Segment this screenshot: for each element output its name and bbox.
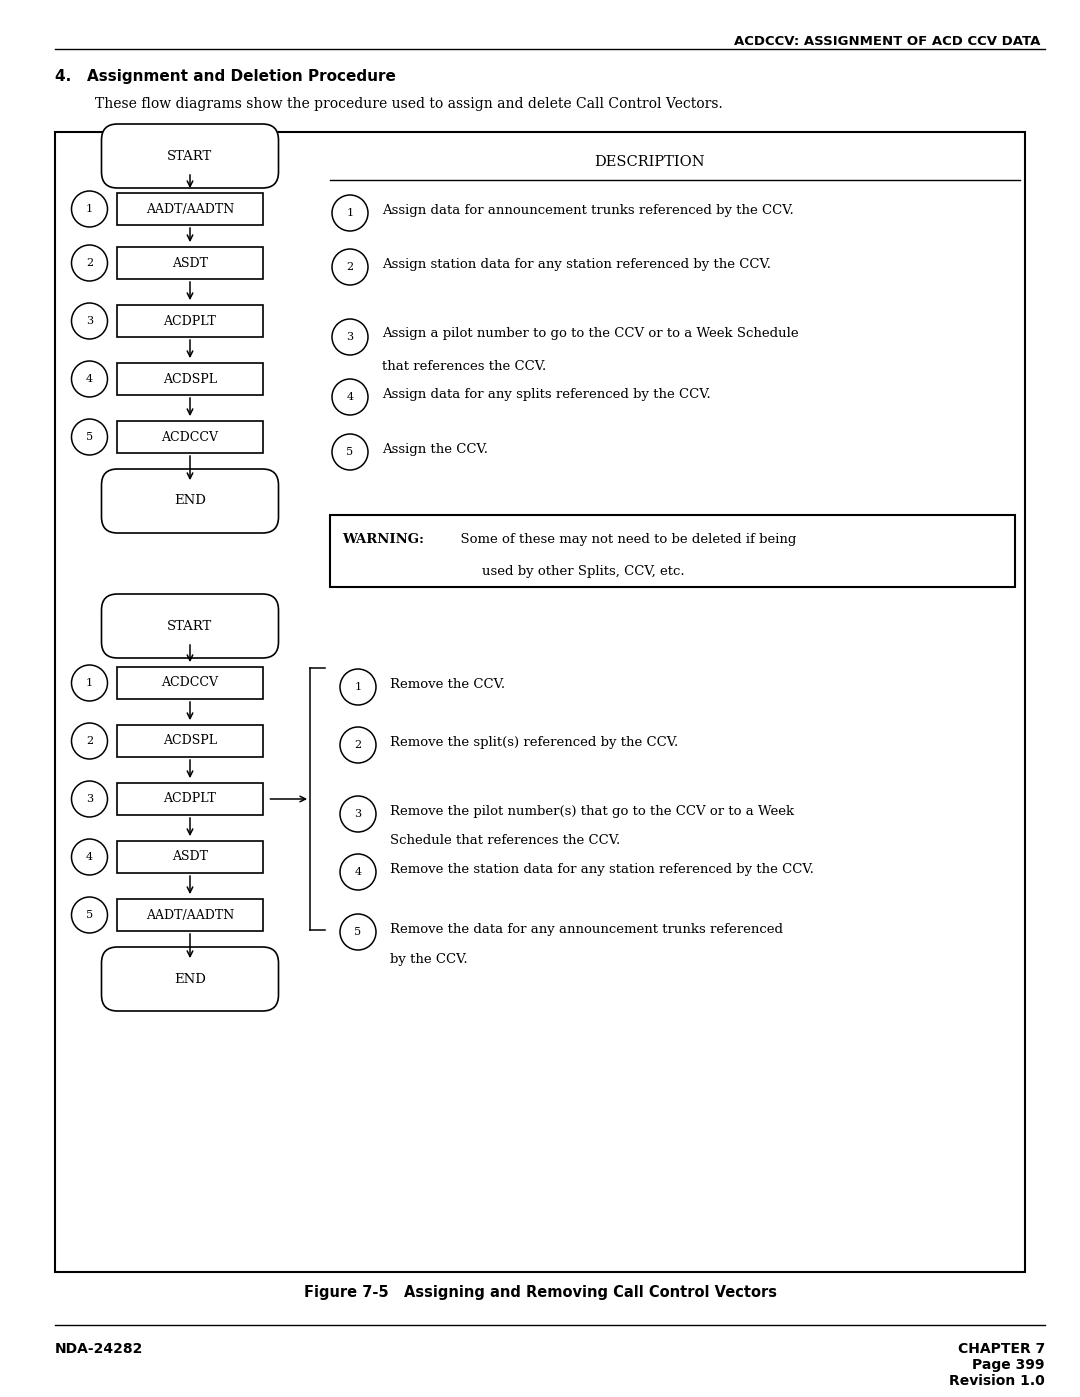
Text: ACDCCV: ACDCCV (162, 676, 218, 690)
Text: 1: 1 (354, 682, 362, 692)
Text: ACDCCV: ASSIGNMENT OF ACD CCV DATA: ACDCCV: ASSIGNMENT OF ACD CCV DATA (733, 35, 1040, 47)
Circle shape (71, 840, 108, 875)
Text: 5: 5 (86, 909, 93, 921)
Text: Assign data for any splits referenced by the CCV.: Assign data for any splits referenced by… (382, 387, 711, 401)
Circle shape (71, 419, 108, 455)
Text: 5: 5 (354, 928, 362, 937)
Text: ASDT: ASDT (172, 851, 208, 863)
Circle shape (332, 196, 368, 231)
Text: 1: 1 (86, 678, 93, 687)
Text: START: START (167, 149, 213, 162)
Text: by the CCV.: by the CCV. (390, 953, 468, 965)
Text: Remove the data for any announcement trunks referenced: Remove the data for any announcement tru… (390, 922, 783, 936)
Text: Remove the split(s) referenced by the CCV.: Remove the split(s) referenced by the CC… (390, 735, 678, 749)
Circle shape (71, 724, 108, 759)
Text: Some of these may not need to be deleted if being: Some of these may not need to be deleted… (453, 532, 796, 545)
FancyBboxPatch shape (118, 247, 262, 279)
Circle shape (340, 796, 376, 833)
Text: Assign a pilot number to go to the CCV or to a Week Schedule: Assign a pilot number to go to the CCV o… (382, 327, 798, 341)
Text: that references the CCV.: that references the CCV. (382, 359, 546, 373)
Text: 5: 5 (347, 447, 353, 457)
Text: 4: 4 (86, 374, 93, 384)
Text: 3: 3 (347, 332, 353, 342)
Text: Schedule that references the CCV.: Schedule that references the CCV. (390, 834, 620, 848)
Text: 2: 2 (86, 258, 93, 268)
Text: END: END (174, 495, 206, 507)
Circle shape (71, 191, 108, 226)
Text: 4.   Assignment and Deletion Procedure: 4. Assignment and Deletion Procedure (55, 68, 396, 84)
Circle shape (340, 726, 376, 763)
Text: ACDCCV: ACDCCV (162, 430, 218, 443)
Text: Remove the CCV.: Remove the CCV. (390, 678, 505, 690)
Text: Remove the pilot number(s) that go to the CCV or to a Week: Remove the pilot number(s) that go to th… (390, 805, 794, 817)
FancyBboxPatch shape (330, 515, 1015, 587)
FancyBboxPatch shape (118, 363, 262, 395)
Text: 2: 2 (86, 736, 93, 746)
Text: used by other Splits, CCV, etc.: used by other Splits, CCV, etc. (482, 564, 685, 577)
Text: ACDPLT: ACDPLT (163, 792, 216, 806)
Text: 4: 4 (347, 393, 353, 402)
FancyBboxPatch shape (118, 725, 262, 757)
FancyBboxPatch shape (102, 594, 279, 658)
Text: CHAPTER 7
Page 399
Revision 1.0: CHAPTER 7 Page 399 Revision 1.0 (949, 1343, 1045, 1389)
Text: AADT/AADTN: AADT/AADTN (146, 908, 234, 922)
Text: END: END (174, 972, 206, 985)
Text: AADT/AADTN: AADT/AADTN (146, 203, 234, 215)
Circle shape (340, 669, 376, 705)
Text: 5: 5 (86, 432, 93, 441)
FancyBboxPatch shape (55, 131, 1025, 1273)
Circle shape (332, 434, 368, 469)
Circle shape (332, 249, 368, 285)
Text: Assign the CCV.: Assign the CCV. (382, 443, 488, 455)
Text: START: START (167, 619, 213, 633)
Circle shape (71, 360, 108, 397)
Text: WARNING:: WARNING: (342, 532, 424, 545)
FancyBboxPatch shape (118, 900, 262, 930)
Text: 4: 4 (354, 868, 362, 877)
Text: 2: 2 (347, 263, 353, 272)
FancyBboxPatch shape (118, 782, 262, 814)
FancyBboxPatch shape (118, 666, 262, 698)
Text: Remove the station data for any station referenced by the CCV.: Remove the station data for any station … (390, 862, 814, 876)
Text: Assign station data for any station referenced by the CCV.: Assign station data for any station refe… (382, 257, 771, 271)
Circle shape (71, 665, 108, 701)
Text: NDA-24282: NDA-24282 (55, 1343, 144, 1356)
Text: 1: 1 (347, 208, 353, 218)
Circle shape (71, 781, 108, 817)
FancyBboxPatch shape (102, 947, 279, 1011)
Circle shape (71, 897, 108, 933)
FancyBboxPatch shape (102, 124, 279, 189)
Text: 4: 4 (86, 852, 93, 862)
Circle shape (340, 914, 376, 950)
Circle shape (332, 319, 368, 355)
FancyBboxPatch shape (118, 193, 262, 225)
Text: These flow diagrams show the procedure used to assign and delete Call Control Ve: These flow diagrams show the procedure u… (95, 96, 723, 110)
Text: ACDSPL: ACDSPL (163, 735, 217, 747)
Circle shape (332, 379, 368, 415)
Text: ACDSPL: ACDSPL (163, 373, 217, 386)
FancyBboxPatch shape (118, 305, 262, 337)
Circle shape (71, 244, 108, 281)
FancyBboxPatch shape (118, 420, 262, 453)
Text: ACDPLT: ACDPLT (163, 314, 216, 327)
FancyBboxPatch shape (118, 841, 262, 873)
Text: 3: 3 (86, 316, 93, 326)
Text: 1: 1 (86, 204, 93, 214)
Circle shape (340, 854, 376, 890)
Circle shape (71, 303, 108, 339)
Text: ASDT: ASDT (172, 257, 208, 270)
Text: 3: 3 (86, 793, 93, 805)
Text: 3: 3 (354, 809, 362, 819)
Text: DESCRIPTION: DESCRIPTION (595, 155, 705, 169)
Text: Figure 7-5   Assigning and Removing Call Control Vectors: Figure 7-5 Assigning and Removing Call C… (303, 1284, 777, 1299)
Text: 2: 2 (354, 740, 362, 750)
FancyBboxPatch shape (102, 469, 279, 534)
Text: Assign data for announcement trunks referenced by the CCV.: Assign data for announcement trunks refe… (382, 204, 794, 217)
